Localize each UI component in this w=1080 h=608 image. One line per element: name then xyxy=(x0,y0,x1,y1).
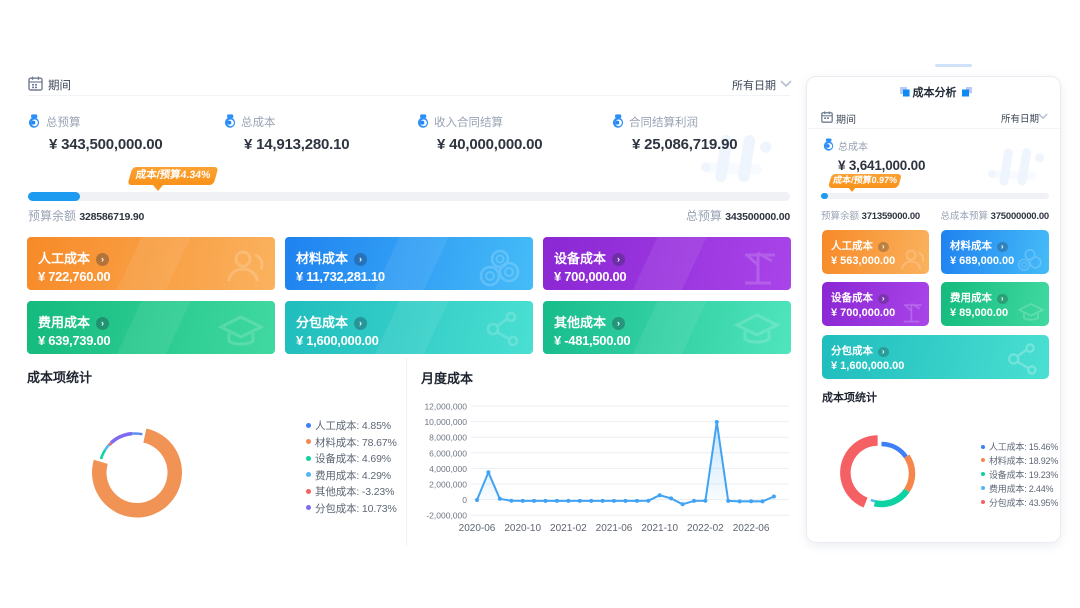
svg-text:2022-06: 2022-06 xyxy=(733,523,770,534)
svg-text:12,000,000: 12,000,000 xyxy=(424,402,467,412)
svg-text:2021-02: 2021-02 xyxy=(550,523,587,534)
svg-text:2021-06: 2021-06 xyxy=(596,523,633,534)
svg-text:10,000,000: 10,000,000 xyxy=(424,417,467,427)
svg-text:-2,000,000: -2,000,000 xyxy=(426,511,467,521)
svg-text:2020-06: 2020-06 xyxy=(459,523,496,534)
svg-text:4,000,000: 4,000,000 xyxy=(429,464,467,474)
svg-text:2022-02: 2022-02 xyxy=(687,523,724,534)
svg-text:6,000,000: 6,000,000 xyxy=(429,448,467,458)
svg-text:8,000,000: 8,000,000 xyxy=(429,433,467,443)
svg-text:2021-10: 2021-10 xyxy=(641,523,678,534)
svg-text:2,000,000: 2,000,000 xyxy=(429,480,467,490)
svg-text:2020-10: 2020-10 xyxy=(504,523,541,534)
svg-text:0: 0 xyxy=(462,495,467,505)
